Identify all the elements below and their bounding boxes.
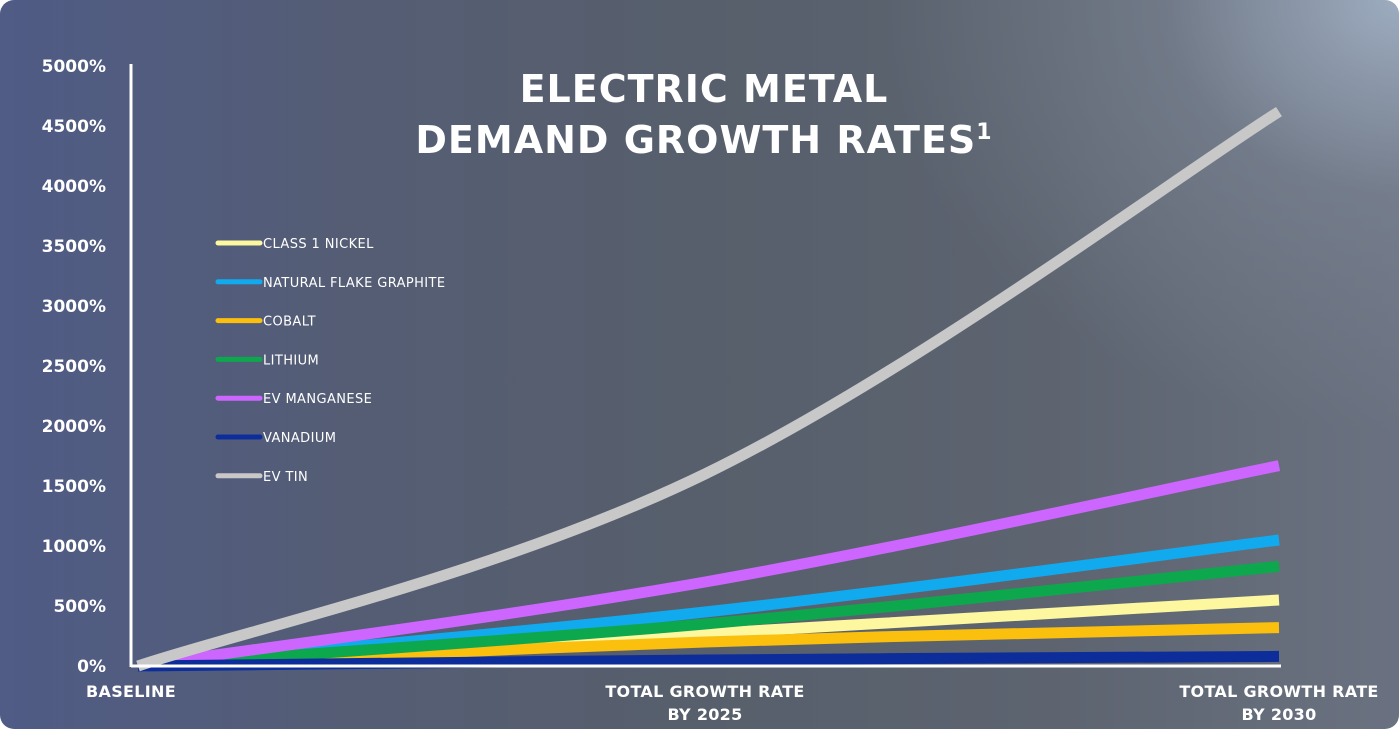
series-line-ev-manganese xyxy=(137,460,1281,672)
series-line-ev-tin xyxy=(136,106,1282,672)
title-line-1: ELECTRIC METAL xyxy=(520,67,889,111)
legend-label: EV TIN xyxy=(263,470,308,485)
y-axis-ticks: 0% 500% 1000% 1500% 2000% 2500% 3000% 3500% 4000… xyxy=(42,57,106,677)
y-tick-label: 5000% xyxy=(42,57,106,77)
x-category-label: TOTAL GROWTH RATE xyxy=(1179,682,1378,701)
y-tick-label: 2000% xyxy=(42,417,106,437)
series-line-lithium xyxy=(137,560,1280,672)
legend-label: COBALT xyxy=(263,315,316,330)
legend-label: NATURAL FLAKE GRAPHITE xyxy=(263,276,446,291)
y-tick-label: 4500% xyxy=(42,117,106,137)
y-tick-label: 500% xyxy=(53,597,106,617)
legend-label: CLASS 1 NICKEL xyxy=(263,237,374,252)
x-category-label: BY 2025 xyxy=(667,705,742,724)
x-category-label: TOTAL GROWTH RATE xyxy=(605,682,804,701)
legend-label: VANADIUM xyxy=(263,431,336,446)
legend: CLASS 1 NICKEL NATURAL FLAKE GRAPHITE COBA… xyxy=(215,237,446,485)
y-tick-label: 3000% xyxy=(42,297,106,317)
x-axis-categories: BASELINE TOTAL GROWTH RATE BY 2025 TOTAL GR… xyxy=(86,682,1378,724)
title-superscript: 1 xyxy=(976,120,992,145)
y-tick-label: 2500% xyxy=(42,357,106,377)
y-tick-label: 0% xyxy=(77,657,106,677)
chart-title: ELECTRIC METAL DEMAND GROWTH RATES1 xyxy=(415,67,992,162)
legend-label: LITHIUM xyxy=(263,353,319,368)
title-line-2: DEMAND GROWTH RATES1 xyxy=(415,118,992,162)
y-tick-label: 1000% xyxy=(42,537,106,557)
y-tick-label: 3500% xyxy=(42,237,106,257)
x-category-label: BY 2030 xyxy=(1241,705,1316,724)
series-line-vanadium xyxy=(137,650,1280,672)
title-line-2-text: DEMAND GROWTH RATES xyxy=(415,118,976,162)
legend-label: EV MANGANESE xyxy=(263,392,372,407)
x-category-label: BASELINE xyxy=(86,682,176,701)
y-tick-label: 4000% xyxy=(42,177,106,197)
series-lines xyxy=(136,106,1282,672)
y-tick-label: 1500% xyxy=(42,477,106,497)
